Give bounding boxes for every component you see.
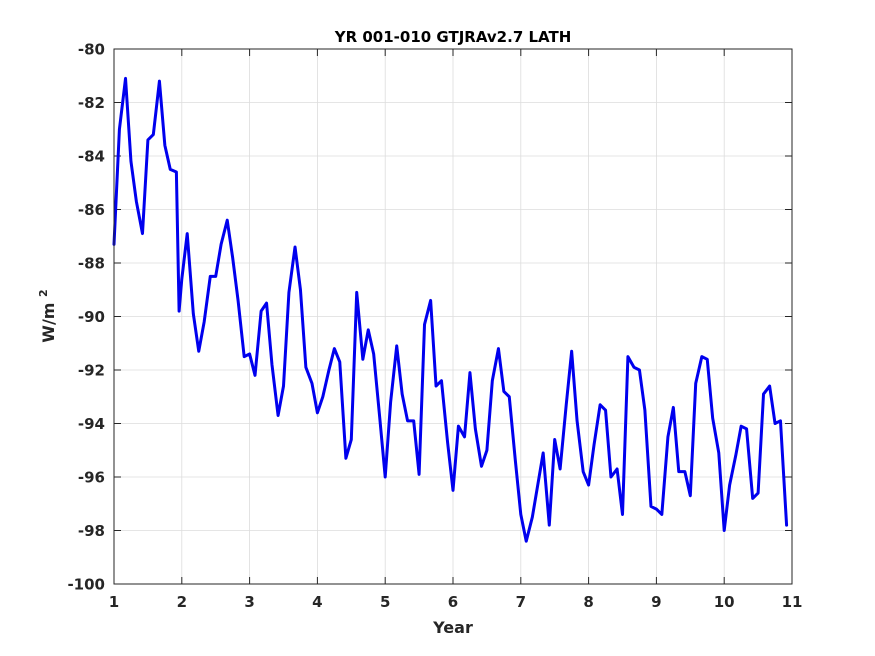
x-tick-label: 4 — [312, 593, 322, 611]
x-tick-label: 3 — [244, 593, 254, 611]
y-axis-label: W/m 2 — [37, 289, 58, 342]
ticks: 1 2 3 4 5 6 7 8 9 10 11 -100 -98 -96 -94 -92 -90 -88 -86 -8… — [67, 41, 802, 612]
series-line — [112, 76, 789, 543]
y-tick-label: -88 — [78, 255, 105, 273]
plot-area-frame — [113, 48, 793, 585]
grid — [113, 48, 793, 585]
x-tick-label: 10 — [714, 593, 735, 611]
x-tick-label: 11 — [782, 593, 803, 611]
x-tick-label: 1 — [109, 593, 119, 611]
x-tick-label: 5 — [380, 593, 390, 611]
x-tick-label: 9 — [651, 593, 661, 611]
x-axis-label: Year — [432, 618, 473, 637]
x-tick-label: 2 — [177, 593, 187, 611]
y-axis-label-superscript: 2 — [37, 289, 50, 297]
y-tick-label: -90 — [78, 308, 105, 326]
y-tick-label: -82 — [78, 94, 105, 112]
y-axis-label-main: W/m — [39, 303, 58, 343]
series-layer — [112, 76, 789, 543]
y-tick-label: -92 — [78, 362, 105, 380]
y-tick-label: -84 — [78, 148, 105, 166]
x-tick-label: 6 — [448, 593, 458, 611]
y-tick-label: -80 — [78, 41, 105, 59]
x-tick-label: 8 — [583, 593, 593, 611]
y-tick-label: -96 — [78, 469, 105, 487]
y-tick-label: -86 — [78, 201, 105, 219]
chart-title: YR 001-010 GTJRAv2.7 LATH — [334, 28, 572, 46]
y-tick-label: -98 — [78, 522, 105, 540]
x-tick-label: 7 — [516, 593, 526, 611]
y-tick-label: -94 — [78, 415, 105, 433]
y-tick-label: -100 — [67, 576, 105, 594]
